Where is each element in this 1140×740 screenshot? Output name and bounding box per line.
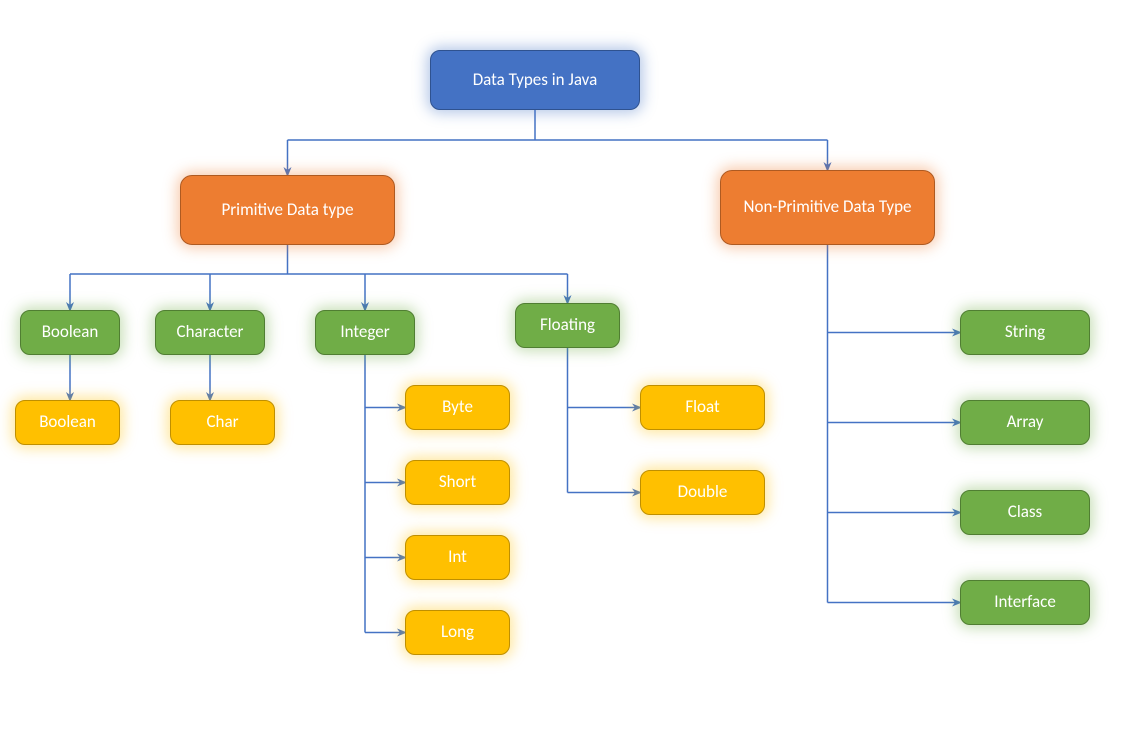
node-char: Char [170,400,275,445]
node-label: Boolean [39,412,96,432]
node-label: Byte [442,397,473,417]
node-label: Int [448,547,467,567]
node-interface: Interface [960,580,1090,625]
node-label: Primitive Data type [221,200,353,220]
node-label: Array [1007,412,1044,432]
node-label: Long [441,622,474,642]
node-byte: Byte [405,385,510,430]
node-label: Data Types in Java [473,70,598,90]
node-floating: Floating [515,303,620,348]
node-label: Char [206,412,238,432]
node-boolean_y: Boolean [15,400,120,445]
node-boolean_g: Boolean [20,310,120,355]
node-label: Character [177,322,244,342]
node-short: Short [405,460,510,505]
node-array: Array [960,400,1090,445]
node-primitive: Primitive Data type [180,175,395,245]
node-integer: Integer [315,310,415,355]
diagram-edges [0,0,1140,740]
node-nonprim: Non-Primitive Data Type [720,170,935,245]
node-label: Non-Primitive Data Type [744,197,912,217]
node-label: Interface [994,592,1056,612]
node-label: Short [439,472,476,492]
node-long: Long [405,610,510,655]
node-double: Double [640,470,765,515]
node-label: Float [685,397,719,417]
node-float: Float [640,385,765,430]
node-int: Int [405,535,510,580]
node-character: Character [155,310,265,355]
node-label: String [1005,322,1045,342]
node-label: Boolean [42,322,99,342]
node-label: Double [678,482,728,502]
node-label: Class [1008,502,1042,522]
node-label: Floating [540,315,595,335]
node-root: Data Types in Java [430,50,640,110]
node-string: String [960,310,1090,355]
node-label: Integer [340,322,389,342]
node-class: Class [960,490,1090,535]
